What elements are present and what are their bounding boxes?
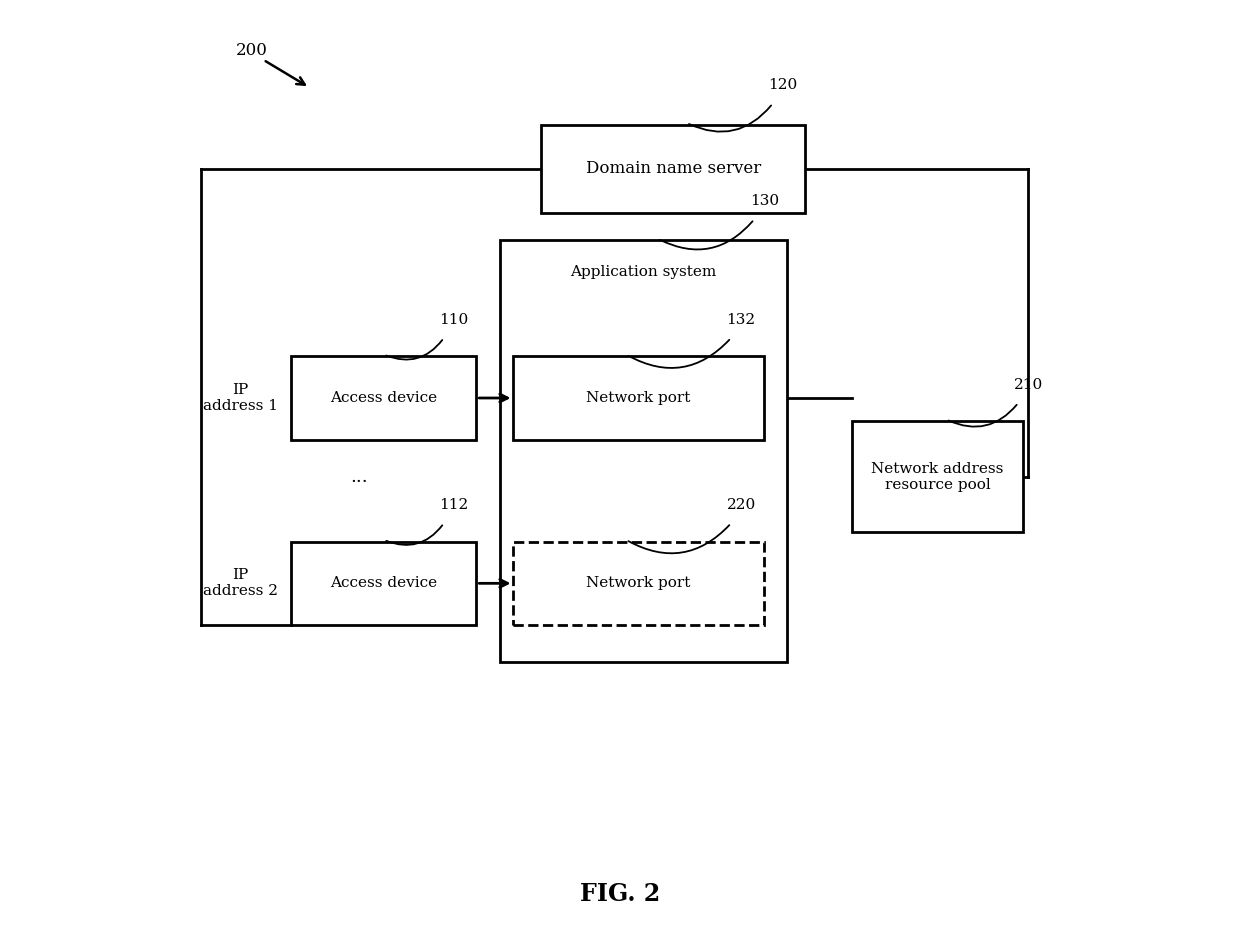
Bar [500, 240, 787, 662]
Text: 132: 132 [727, 312, 755, 326]
Text: 112: 112 [439, 498, 469, 512]
Text: Access device: Access device [330, 391, 438, 405]
Text: 200: 200 [236, 42, 268, 59]
Bar [852, 421, 1023, 532]
Text: IP
address 2: IP address 2 [202, 568, 278, 598]
Text: 120: 120 [769, 79, 797, 93]
Text: 220: 220 [727, 498, 756, 512]
Bar [513, 541, 764, 625]
Text: Network port: Network port [587, 391, 691, 405]
Text: 110: 110 [439, 312, 469, 326]
Text: Application system: Application system [570, 266, 717, 280]
Text: IP
address 1: IP address 1 [202, 383, 278, 413]
Text: Access device: Access device [330, 576, 438, 590]
Text: Network port: Network port [587, 576, 691, 590]
Bar [513, 356, 764, 439]
Bar [541, 124, 805, 212]
Text: ...: ... [350, 468, 367, 486]
Bar [291, 356, 476, 439]
Text: Domain name server: Domain name server [585, 160, 761, 177]
Text: Network address
resource pool: Network address resource pool [872, 462, 1003, 492]
Bar [291, 541, 476, 625]
Text: 210: 210 [1014, 378, 1043, 392]
Text: FIG. 2: FIG. 2 [580, 882, 660, 906]
Text: 130: 130 [750, 194, 779, 208]
